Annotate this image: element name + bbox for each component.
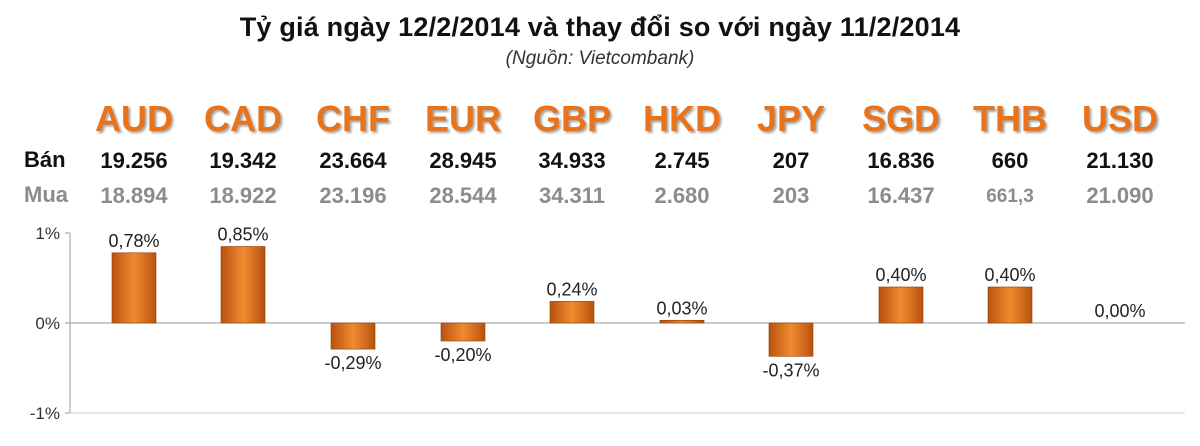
currency-code: AUD [95,98,173,139]
sell-rate: 21.130 [1086,148,1154,173]
data-label-chf: -0,29% [324,353,381,373]
currency-code: CAD [204,98,282,139]
data-label-jpy: -0,37% [762,360,819,380]
sell-rate: 16.836 [867,148,935,173]
data-label-cad: 0,85% [217,225,268,245]
buy-rate: 18.922 [209,183,277,208]
sell-rate: 19.342 [209,148,277,173]
data-label-hkd: 0,03% [656,298,707,318]
buy-rate: 16.437 [867,183,935,208]
bar-hkd [659,320,705,324]
change-bar-chart: 1% 0% -1% 0,78% 0,85% -0,29% -0,20% 0,24% 0,03%… [30,224,1185,423]
sell-rate: 207 [772,148,810,173]
data-label-usd: 0,00% [1094,301,1145,321]
y-tick-label: -1% [30,404,60,423]
bar-thb [987,286,1033,324]
bar-cad [220,246,266,324]
sell-rate: 34.933 [538,148,606,173]
bar-aud [111,252,157,324]
sell-rate: 2.745 [654,148,710,173]
buy-rate: 2.680 [654,183,710,208]
sell-rate: 19.256 [100,148,168,173]
data-label-eur: -0,20% [434,345,491,365]
data-label-thb: 0,40% [984,265,1035,285]
buy-rate: 28.544 [429,183,497,208]
sell-rate: 28.945 [429,148,497,173]
buy-rate: 203 [772,183,810,208]
y-tick-label: 1% [35,224,60,243]
currency-code: THB [973,98,1047,139]
buy-rate: 18.894 [100,183,168,208]
data-label-gbp: 0,24% [546,279,597,299]
currency-code: EUR [424,98,501,139]
buy-rate: 34.311 [538,183,606,208]
currency-code: CHF [316,98,390,139]
buy-rate: 21.090 [1086,183,1154,208]
bar-jpy [768,322,814,357]
buy-rate: 23.196 [319,183,387,208]
currency-code: SGD [861,98,940,139]
bar-sgd [878,286,924,324]
sell-rate: 660 [991,148,1029,173]
currency-code: HKD [643,98,721,139]
currency-code: USD [1081,98,1158,139]
sell-row-label: Bán [24,147,66,172]
currency-code: JPY [756,98,826,139]
buy-row-label: Mua [24,182,68,207]
bar-gbp [549,301,595,324]
data-label-sgd: 0,40% [875,265,926,285]
bar-eur [440,322,486,342]
data-label-aud: 0,78% [108,231,159,251]
bar-chf [330,322,376,350]
chart-title: Tỷ giá ngày 12/2/2014 và thay đổi so với… [239,12,961,42]
y-tick-label: 0% [35,314,60,333]
sell-rate: 23.664 [319,148,387,173]
currency-code: GBP [532,98,611,139]
buy-rate: 661,3 [986,186,1034,207]
chart-subtitle: (Nguồn: Vietcombank) [505,48,695,69]
